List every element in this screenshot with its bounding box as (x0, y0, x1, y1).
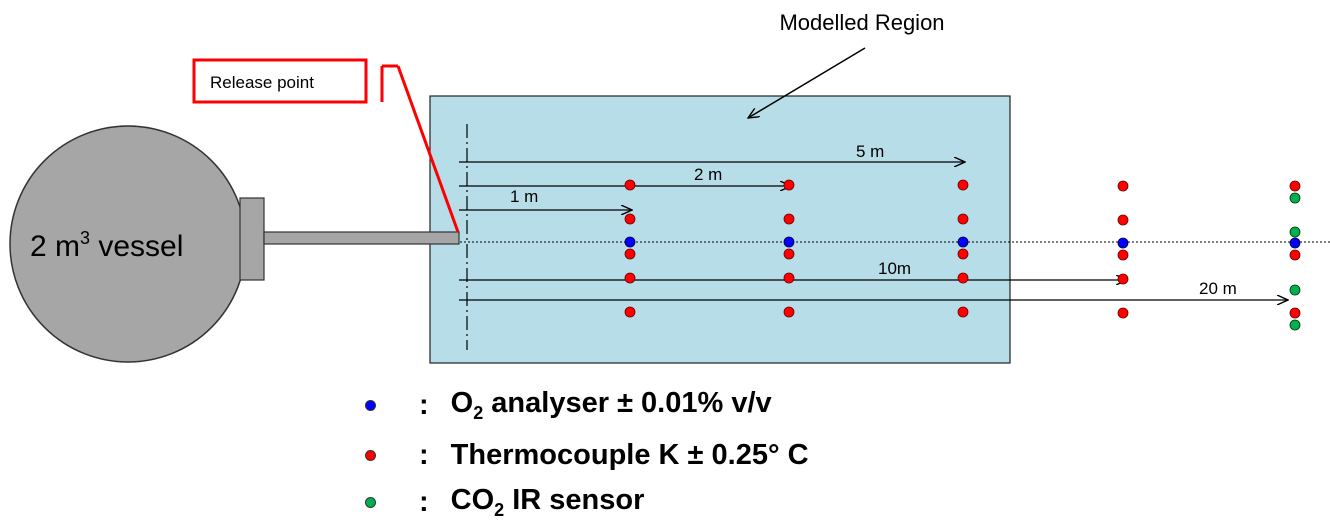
vessel-flange (239, 197, 265, 281)
distance-label-2m: 2 m (694, 165, 722, 184)
thermocouple-marker (1289, 249, 1301, 261)
vessel-label: 2 m3 vessel (30, 228, 183, 263)
legend-item-o2: : O2 analyser ± 0.01% v/v (365, 385, 772, 425)
thermocouple-marker (624, 248, 636, 260)
legend-colon: : (419, 388, 429, 421)
thermocouple-marker (1117, 249, 1129, 261)
release-pipe (263, 231, 460, 245)
modelled-region (429, 95, 1011, 364)
thermocouple-marker (783, 248, 795, 260)
thermocouple-marker (1117, 273, 1129, 285)
distance-label-10m: 10m (878, 259, 911, 278)
co2-sensor-marker (1289, 284, 1301, 296)
legend-item-thermocouple: : Thermocouple K ± 0.25° C (365, 435, 809, 475)
co2-sensor-marker (1289, 319, 1301, 331)
legend-label-thermocouple: Thermocouple K ± 0.25° C (450, 438, 809, 471)
thermocouple-marker (783, 213, 795, 225)
distance-label-1m: 1 m (510, 187, 538, 206)
o2-analyser-marker (1117, 237, 1129, 249)
legend-colon: : (419, 438, 429, 471)
release-point-leader (396, 65, 460, 233)
thermocouple-marker (1117, 214, 1129, 226)
legend-colon: : (419, 485, 429, 518)
thermocouple-marker (1117, 180, 1129, 192)
o2-analyser-marker (624, 236, 636, 248)
thermocouple-legend-dot (365, 449, 376, 461)
co2-sensor-marker (1289, 226, 1301, 238)
thermocouple-marker (624, 213, 636, 225)
o2-analyser-marker (783, 236, 795, 248)
o2-analyser-marker (957, 236, 969, 248)
sensors-20m (1289, 180, 1301, 331)
thermocouple-marker (783, 306, 795, 318)
sensors-1m (624, 179, 636, 318)
release-point-box (192, 58, 368, 104)
release-point-label: Release point (210, 73, 314, 92)
sensors-10m (1117, 180, 1129, 319)
thermocouple-marker (1117, 307, 1129, 319)
legend-item-co2: : CO2 IR sensor (365, 482, 644, 522)
title-pointer-arrow (748, 47, 866, 118)
thermocouple-marker (783, 179, 795, 191)
thermocouple-marker (624, 179, 636, 191)
thermocouple-marker (783, 272, 795, 284)
thermocouple-marker (624, 306, 636, 318)
o2-analyser-marker (1289, 237, 1301, 249)
legend-label-o2: O2 analyser ± 0.01% v/v (450, 386, 772, 423)
distance-label-5m: 5 m (856, 142, 884, 161)
thermocouple-marker (957, 272, 969, 284)
co2-legend-dot (365, 496, 376, 508)
sensors-2m (783, 179, 795, 318)
distance-label-20m: 20 m (1199, 279, 1237, 298)
thermocouple-marker (957, 213, 969, 225)
co2-sensor-marker (1289, 192, 1301, 204)
legend-label-co2: CO2 IR sensor (450, 483, 645, 520)
thermocouple-marker (624, 272, 636, 284)
thermocouple-marker (1289, 307, 1301, 319)
sensors-5m (957, 179, 969, 318)
thermocouple-marker (1289, 180, 1301, 192)
thermocouple-marker (957, 306, 969, 318)
o2-legend-dot (365, 399, 376, 411)
release-point-bracket (380, 64, 398, 102)
thermocouple-marker (957, 248, 969, 260)
thermocouple-marker (957, 179, 969, 191)
modelled-region-title: Modelled Region (779, 10, 944, 35)
